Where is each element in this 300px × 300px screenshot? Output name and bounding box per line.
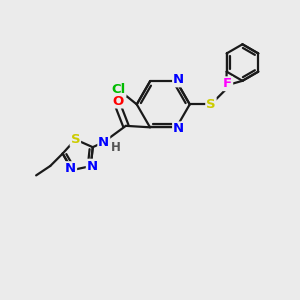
Text: N: N [87, 160, 98, 172]
Text: S: S [206, 98, 216, 111]
Text: F: F [223, 77, 232, 90]
Text: N: N [65, 162, 76, 175]
Text: N: N [173, 74, 184, 86]
Text: Cl: Cl [111, 83, 126, 96]
Text: S: S [70, 133, 80, 146]
Text: N: N [98, 136, 109, 148]
Text: H: H [111, 141, 121, 154]
Text: O: O [112, 94, 123, 108]
Text: N: N [173, 122, 184, 135]
